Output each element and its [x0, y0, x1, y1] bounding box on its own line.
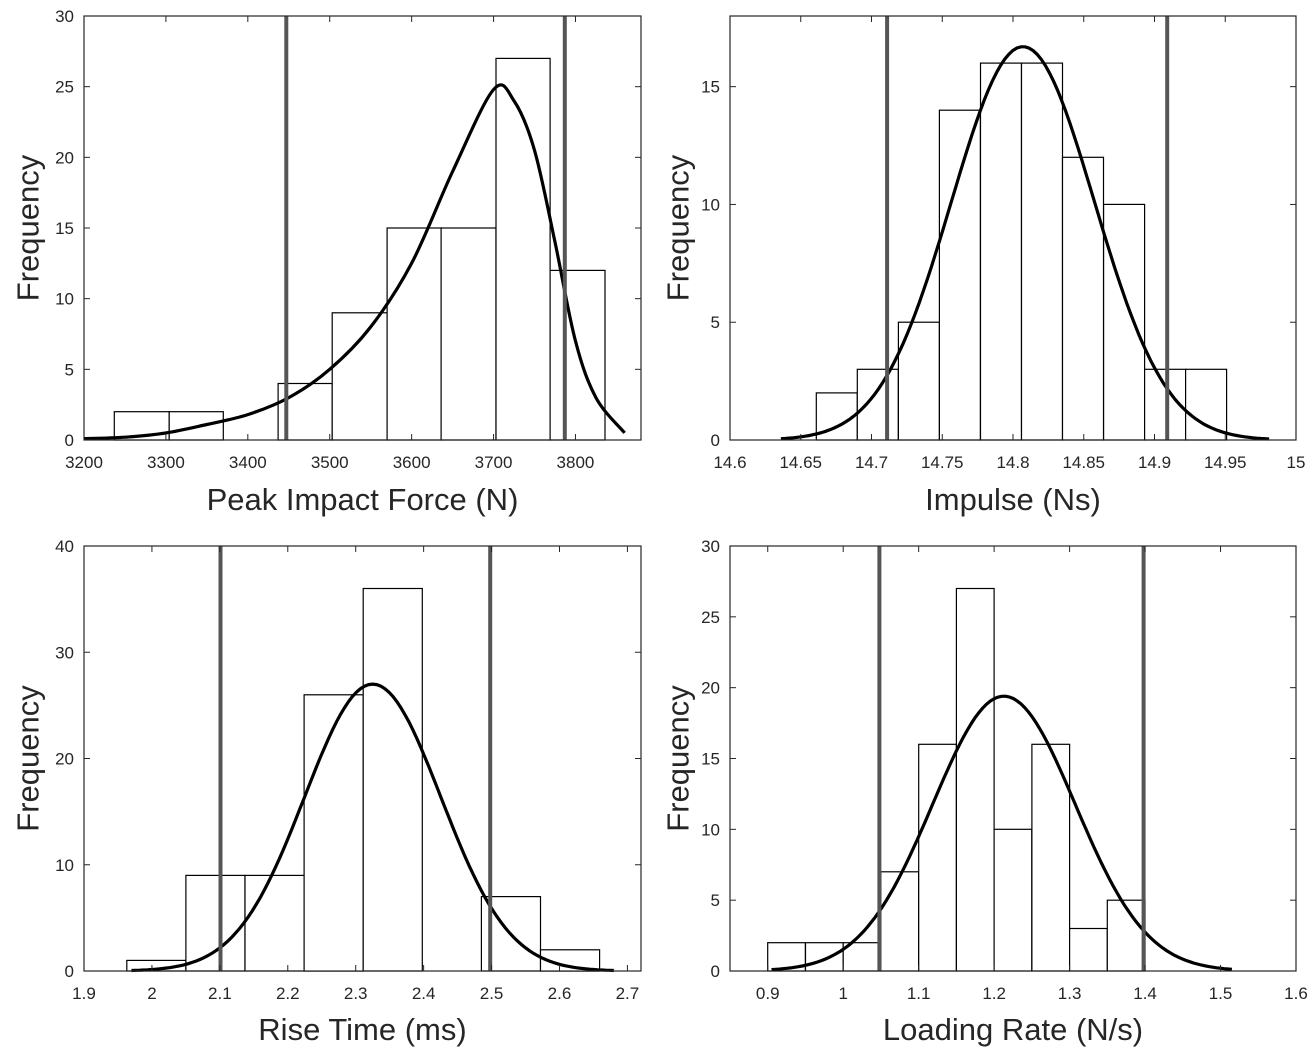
histogram-bar-7 [1061, 156, 1105, 441]
y-tick-label: 0 [65, 962, 74, 981]
y-axis-label: Frequency [661, 154, 696, 301]
x-tick-label: 1.9 [72, 984, 96, 1003]
x-tick-label: 3800 [557, 453, 595, 472]
x-tick-label: 14.75 [921, 453, 964, 472]
x-tick-label: 14.65 [779, 453, 822, 472]
x-tick-label: 1.6 [1284, 984, 1308, 1003]
y-tick-label: 20 [55, 148, 74, 167]
histogram-panel-2: 14.6 14.65 14.7 14.75 14.8 14.85 14.9 14.95 15 0 5… [661, 15, 1306, 517]
x-axis-label: Loading Rate (N/s) [883, 1012, 1143, 1047]
x-tick-label: 14.85 [1062, 453, 1105, 472]
y-tick-label: 25 [701, 608, 720, 627]
histogram-bar-5 [386, 227, 442, 441]
y-tick-label: 10 [55, 856, 74, 875]
histogram-bar-7 [993, 828, 1033, 972]
y-tick-label: 30 [55, 7, 74, 26]
histogram-bar-3 [244, 874, 305, 972]
x-tick-label: 3500 [311, 453, 349, 472]
x-tick-label: 14.8 [996, 453, 1029, 472]
fit-curve [83, 83, 626, 441]
y-tick-label: 30 [55, 643, 74, 662]
x-tick-label: 3200 [65, 453, 103, 472]
histogram-bar-4 [880, 871, 920, 972]
x-tick-label: 3700 [475, 453, 513, 472]
x-tick-label: 1.5 [1209, 984, 1233, 1003]
y-tick-label: 25 [55, 78, 74, 97]
x-tick-label: 2.2 [276, 984, 300, 1003]
x-tick-label: 1.3 [1058, 984, 1082, 1003]
histogram-bar-4 [331, 312, 388, 441]
x-tick-label: 14.6 [713, 453, 746, 472]
x-tick-label: 2 [147, 984, 156, 1003]
histogram-bar-6 [440, 227, 497, 441]
histogram-bar-10 [1184, 368, 1228, 441]
histogram-bar-7 [495, 57, 551, 441]
x-tick-label: 1 [838, 984, 847, 1003]
histogram-bar-6 [955, 587, 995, 972]
x-tick-label: 1.2 [982, 984, 1006, 1003]
histogram-bar-5 [918, 743, 958, 972]
x-tick-label: 14.7 [855, 453, 888, 472]
histogram-bar-2 [856, 368, 899, 441]
x-tick-label: 0.9 [756, 984, 780, 1003]
x-tick-label: 3300 [147, 453, 185, 472]
x-tick-label: 2.5 [480, 984, 504, 1003]
x-axis-label: Impulse (Ns) [925, 482, 1101, 517]
x-tick-label: 2.6 [548, 984, 572, 1003]
histogram-bar-5 [979, 62, 1023, 441]
x-axis-label: Peak Impact Force (N) [207, 482, 519, 517]
y-tick-label: 15 [701, 78, 720, 97]
x-tick-label: 2.7 [616, 984, 640, 1003]
x-tick-label: 1.4 [1133, 984, 1157, 1003]
histogram-panel-3: 1.9 2 2.1 2.2 2.3 2.4 2.5 2.6 2.7 0 10 20 30 40 Rise T… [11, 537, 642, 1047]
x-tick-label: 3600 [393, 453, 431, 472]
x-tick-label: 14.9 [1138, 453, 1171, 472]
fit-curve [131, 682, 614, 973]
y-axis-label: Frequency [11, 685, 46, 832]
fit-curve [771, 694, 1233, 972]
histogram-bar-8 [1102, 203, 1146, 441]
x-tick-label: 3400 [229, 453, 267, 472]
y-tick-label: 0 [711, 431, 720, 450]
fit-curve [780, 45, 1270, 441]
x-tick-label: 2.1 [208, 984, 232, 1003]
y-tick-label: 5 [711, 313, 720, 332]
x-tick-label: 14.95 [1204, 453, 1247, 472]
y-tick-label: 0 [711, 962, 720, 981]
histogram-panel-1: 3200 3300 3400 3500 3600 3700 3800 0 5 10 15 20 25 30… [11, 7, 642, 517]
y-tick-label: 10 [701, 195, 720, 214]
histogram-bar-2 [185, 874, 246, 972]
histogram-bar-4 [938, 109, 982, 441]
x-axis-label: Rise Time (ms) [258, 1012, 466, 1047]
y-tick-label: 40 [55, 537, 74, 556]
x-tick-label: 2.3 [344, 984, 368, 1003]
histogram-bar-6 [1020, 62, 1064, 441]
y-tick-label: 10 [701, 820, 720, 839]
x-tick-label: 2.4 [412, 984, 436, 1003]
histogram-bar-10 [1106, 899, 1146, 972]
y-tick-label: 15 [55, 219, 74, 238]
histogram-bar-9 [1068, 927, 1108, 972]
histogram-bar-4 [303, 694, 364, 972]
y-tick-label: 30 [701, 537, 720, 556]
histogram-bar-5 [362, 587, 423, 972]
x-tick-label: 1.1 [907, 984, 931, 1003]
y-axis-label: Frequency [661, 685, 696, 832]
y-tick-label: 20 [701, 679, 720, 698]
y-tick-label: 20 [55, 750, 74, 769]
x-tick-label: 15 [1287, 453, 1306, 472]
y-tick-label: 0 [65, 431, 74, 450]
histogram-bar-8 [549, 269, 606, 441]
histogram-panel-4: 0.9 1 1.1 1.2 1.3 1.4 1.5 1.6 0 5 10 15 20 25 30 Loadin… [661, 537, 1308, 1047]
y-axis-label: Frequency [11, 154, 46, 301]
y-tick-label: 15 [701, 750, 720, 769]
y-tick-label: 5 [65, 360, 74, 379]
y-tick-label: 5 [711, 891, 720, 910]
y-tick-label: 10 [55, 290, 74, 309]
histogram-bar-2 [804, 942, 844, 972]
